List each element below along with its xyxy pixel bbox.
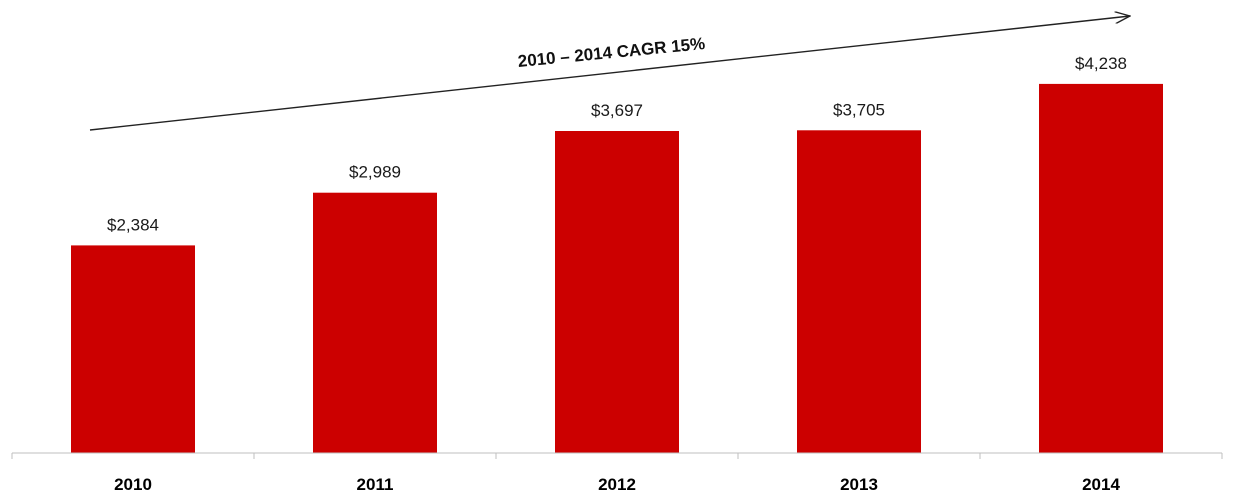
bar-2011 [313, 192, 437, 453]
value-label-2010: $2,384 [107, 215, 159, 234]
cagr-arrow [89, 16, 1130, 131]
tick-label-2013: 2013 [840, 475, 878, 494]
value-label-2011: $2,989 [349, 163, 401, 182]
value-label-2014: $4,238 [1075, 54, 1127, 73]
bar-2014 [1039, 83, 1163, 454]
x-axis-tick-labels: 2010 2011 2012 2013 2014 [114, 475, 1120, 494]
bar-2013 [797, 130, 921, 454]
tick-label-2014: 2014 [1082, 475, 1120, 494]
tick-label-2012: 2012 [598, 475, 636, 494]
bar-2012 [555, 131, 679, 453]
value-label-2012: $3,697 [591, 101, 643, 120]
x-axis-ticks [11, 453, 1223, 459]
bars [71, 83, 1163, 454]
value-labels: $2,384 $2,989 $3,697 $3,705 $4,238 [107, 54, 1127, 234]
bar-2010 [71, 245, 195, 453]
tick-label-2011: 2011 [357, 475, 394, 494]
tick-label-2010: 2010 [114, 475, 152, 494]
value-label-2013: $3,705 [833, 100, 885, 119]
